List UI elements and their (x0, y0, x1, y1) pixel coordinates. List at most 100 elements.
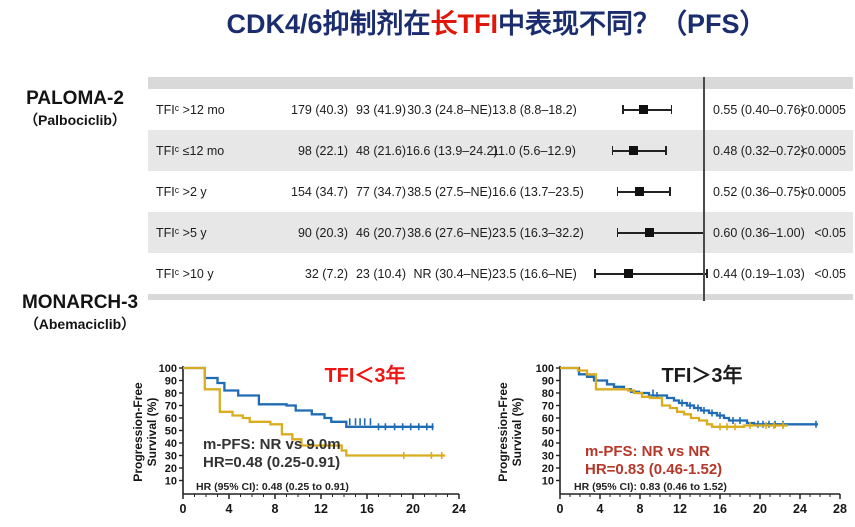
table-rows: TFIᶜ >12 mo 179 (40.3) 93 (41.9) 30.3 (24.8… (148, 89, 853, 294)
y-axis-label: Survival (%) (510, 398, 524, 467)
y-tick-label: 20 (165, 463, 177, 475)
cell-n-comparator: 77 (34.7) (355, 184, 406, 199)
y-tick-label: 60 (542, 413, 554, 425)
study-label-monarch3: MONARCH-3 （Abemaciclib） (0, 292, 160, 333)
x-tick-label: 12 (673, 502, 687, 516)
x-tick-label: 8 (272, 502, 279, 516)
cell-hazard-ratio: 0.60 (0.36–1.00) (713, 225, 805, 240)
chart-annotation: m-PFS: NR vs 9.0m (203, 436, 341, 453)
x-tick-label: 8 (637, 502, 644, 516)
x-tick-label: 12 (314, 502, 328, 516)
x-tick-label: 16 (713, 502, 727, 516)
forest-ci-cap-low (611, 146, 614, 155)
forest-ci-cap-high (706, 269, 708, 278)
y-tick-label: 40 (165, 438, 177, 450)
cell-n-palbociclib: 32 (7.2) (304, 266, 348, 281)
y-tick-label: 10 (542, 476, 554, 488)
forest-ci-cap-high (670, 105, 673, 114)
title-part2: 中表现不同？（PFS） (498, 9, 767, 39)
km-chart-tfi-greater-3y: 100 90 80 70 60 50 40 30 20 10 0 4 8 12 16 20 24 28 Progre… (487, 352, 855, 527)
x-tick-label: 4 (226, 502, 233, 516)
forest-hr-marker (638, 105, 648, 114)
forest-ci-cap-high (665, 146, 667, 155)
study-name: PALOMA-2 (26, 88, 124, 109)
chart-title: TFI＞3年 (661, 363, 742, 387)
title-part1: CDK4/6抑制剂在 (226, 9, 431, 39)
x-tick-label: 20 (753, 502, 767, 516)
forest-ci-line (617, 231, 703, 234)
x-tick-label: 0 (180, 502, 187, 516)
gold-curve (183, 366, 446, 457)
title-highlight: 长TFI (430, 9, 499, 39)
y-tick-label: 10 (165, 476, 177, 488)
forest-hr-marker (624, 269, 634, 278)
x-tick-label: 28 (833, 502, 847, 516)
y-axis-label: Survival (%) (145, 398, 159, 467)
x-tick-label: 0 (557, 502, 564, 516)
y-tick-label: 60 (165, 413, 177, 425)
study-drug: （Abemaciclib） (24, 316, 136, 332)
row-subgroup-label: TFIᶜ >12 mo (156, 102, 225, 117)
cell-n-palbociclib: 154 (34.7) (291, 184, 348, 199)
forest-hr-marker (645, 228, 655, 237)
cell-n-comparator: 23 (10.4) (355, 266, 406, 281)
y-tick-label: 70 (165, 401, 177, 413)
cell-hazard-ratio: 0.48 (0.32–0.72) (713, 143, 805, 158)
chart-footnote: HR (95% CI): 0.83 (0.46 to 1.52) (574, 481, 727, 493)
y-tick-label: 100 (536, 363, 554, 375)
page-title: CDK4/6抑制剂在长TFI中表现不同？（PFS） (138, 2, 855, 41)
cell-n-comparator: 93 (41.9) (355, 102, 406, 117)
forest-ci-line (617, 190, 670, 193)
forest-reference-line (703, 77, 705, 301)
forest-ci-cap-low (594, 269, 596, 278)
blue-curve (560, 366, 818, 426)
cell-n-comparator: 46 (20.7) (355, 225, 406, 240)
cell-p-value: <0.0005 (800, 143, 846, 158)
forest-ci-cap-low (616, 228, 619, 237)
table-row: TFIᶜ ≤12 mo 98 (22.1) 48 (21.6) 16.6 (13.9–… (148, 130, 853, 171)
forest-ci-cap-low (622, 105, 624, 114)
study-drug: （Palbociclib） (24, 112, 126, 128)
km-chart-tfi-less-3y: 100 90 80 70 60 50 40 30 20 10 0 4 8 12 16 20 24 Progress… (131, 352, 470, 527)
table-header-strip (148, 77, 853, 89)
study-label-paloma2: PALOMA-2 （Palbociclib） (0, 88, 150, 129)
gold-curve (560, 366, 788, 428)
cell-mpfs-arm-a: NR (30.4–NE) (413, 266, 493, 281)
cell-p-value: <0.0005 (800, 102, 846, 117)
cell-hazard-ratio: 0.55 (0.40–0.76) (713, 102, 805, 117)
row-subgroup-label: TFIᶜ >5 y (156, 225, 207, 240)
cell-n-palbociclib: 90 (20.3) (297, 225, 348, 240)
forest-ci-line (595, 272, 707, 275)
forest-plot-table: TFIᶜ >12 mo 179 (40.3) 93 (41.9) 30.3 (24.8… (148, 77, 853, 301)
row-subgroup-label: TFIᶜ >10 y (156, 266, 214, 281)
cell-mpfs-arm-b: 23.5 (16.3–32.2) (492, 225, 584, 240)
y-tick-label: 50 (542, 426, 554, 438)
study-name: MONARCH-3 (21, 292, 139, 313)
forest-ci-cap-low (616, 187, 619, 196)
cell-p-value: <0.0005 (800, 184, 846, 199)
cell-mpfs-arm-a: 16.6 (13.9–24.2) (406, 143, 498, 158)
cell-mpfs-arm-a: 38.5 (27.5–NE) (407, 184, 492, 199)
y-tick-label: 40 (542, 438, 554, 450)
x-tick-label: 4 (597, 502, 604, 516)
y-tick-label: 50 (165, 426, 177, 438)
cell-mpfs-arm-b: 13.8 (8.8–18.2) (492, 102, 577, 117)
cell-n-palbociclib: 179 (40.3) (291, 102, 348, 117)
cell-hazard-ratio: 0.52 (0.36–0.75) (713, 184, 805, 199)
y-axis-label: Progression-Free (496, 382, 510, 482)
table-row: TFIᶜ >5 y 90 (20.3) 46 (20.7) 38.6 (27.6–NE… (148, 212, 853, 253)
chart-annotation: HR=0.48 (0.25-0.91) (203, 454, 340, 471)
chart-title: TFI＜3年 (324, 363, 405, 387)
chart-annotation: m-PFS: NR vs NR (585, 443, 710, 460)
y-tick-label: 30 (165, 451, 177, 463)
y-tick-label: 30 (542, 451, 554, 463)
x-tick-label: 24 (452, 502, 466, 516)
y-tick-label: 80 (542, 388, 554, 400)
y-tick-label: 90 (165, 376, 177, 388)
x-tick-label: 20 (406, 502, 420, 516)
table-row: TFIᶜ >12 mo 179 (40.3) 93 (41.9) 30.3 (24.8… (148, 89, 853, 130)
row-subgroup-label: TFIᶜ ≤12 mo (156, 143, 225, 158)
